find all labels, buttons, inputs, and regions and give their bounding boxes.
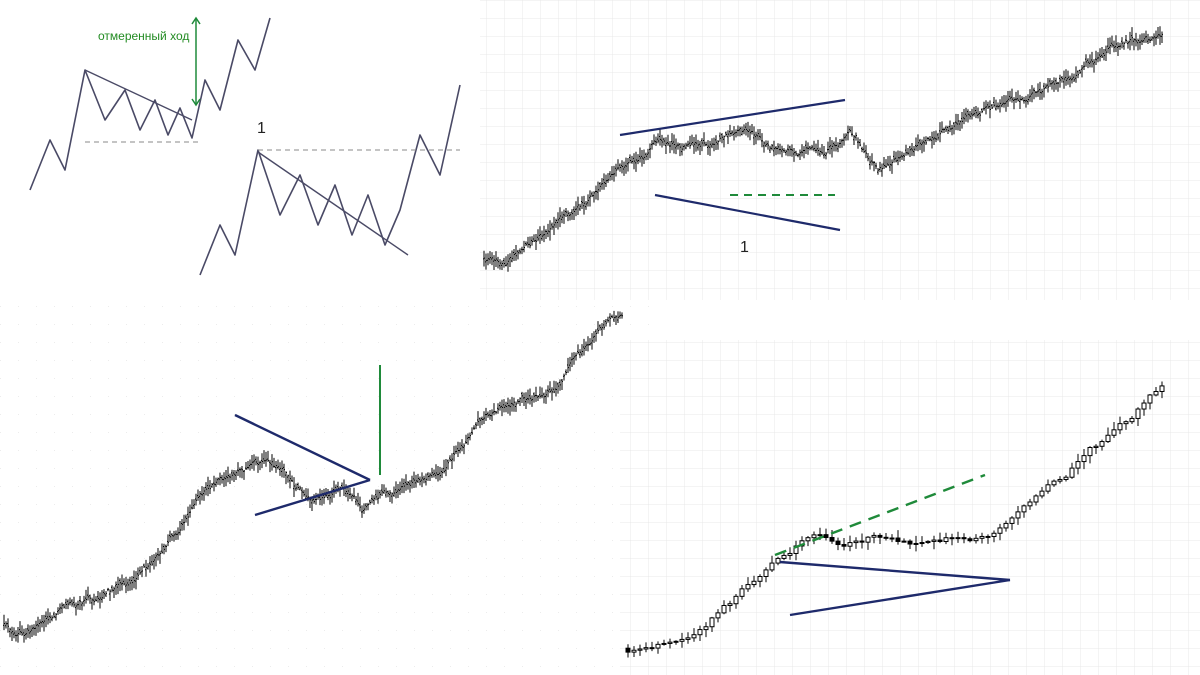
grid-bottom-left — [0, 300, 660, 675]
grid-bottom-right — [620, 340, 1200, 675]
composite-chart-canvas: отмеренный ход 1 1 — [0, 0, 1200, 675]
pattern-label-1b: 1 — [740, 239, 749, 256]
schematic-descending-wedge — [200, 85, 460, 275]
grid-top-right — [480, 0, 1200, 300]
pattern-label-1a: 1 — [257, 120, 266, 137]
measured-move-label: отмеренный ход — [98, 29, 189, 43]
schematic-ascending-triangle — [30, 18, 270, 190]
